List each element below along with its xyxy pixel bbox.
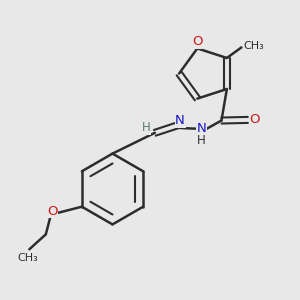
Text: H: H	[142, 121, 150, 134]
Text: CH₃: CH₃	[17, 253, 38, 263]
Text: H: H	[197, 134, 206, 147]
Text: O: O	[249, 113, 260, 126]
Text: N: N	[175, 114, 185, 127]
Text: O: O	[47, 205, 58, 218]
Text: N: N	[197, 122, 206, 135]
Text: O: O	[193, 35, 203, 48]
Text: CH₃: CH₃	[244, 41, 264, 51]
